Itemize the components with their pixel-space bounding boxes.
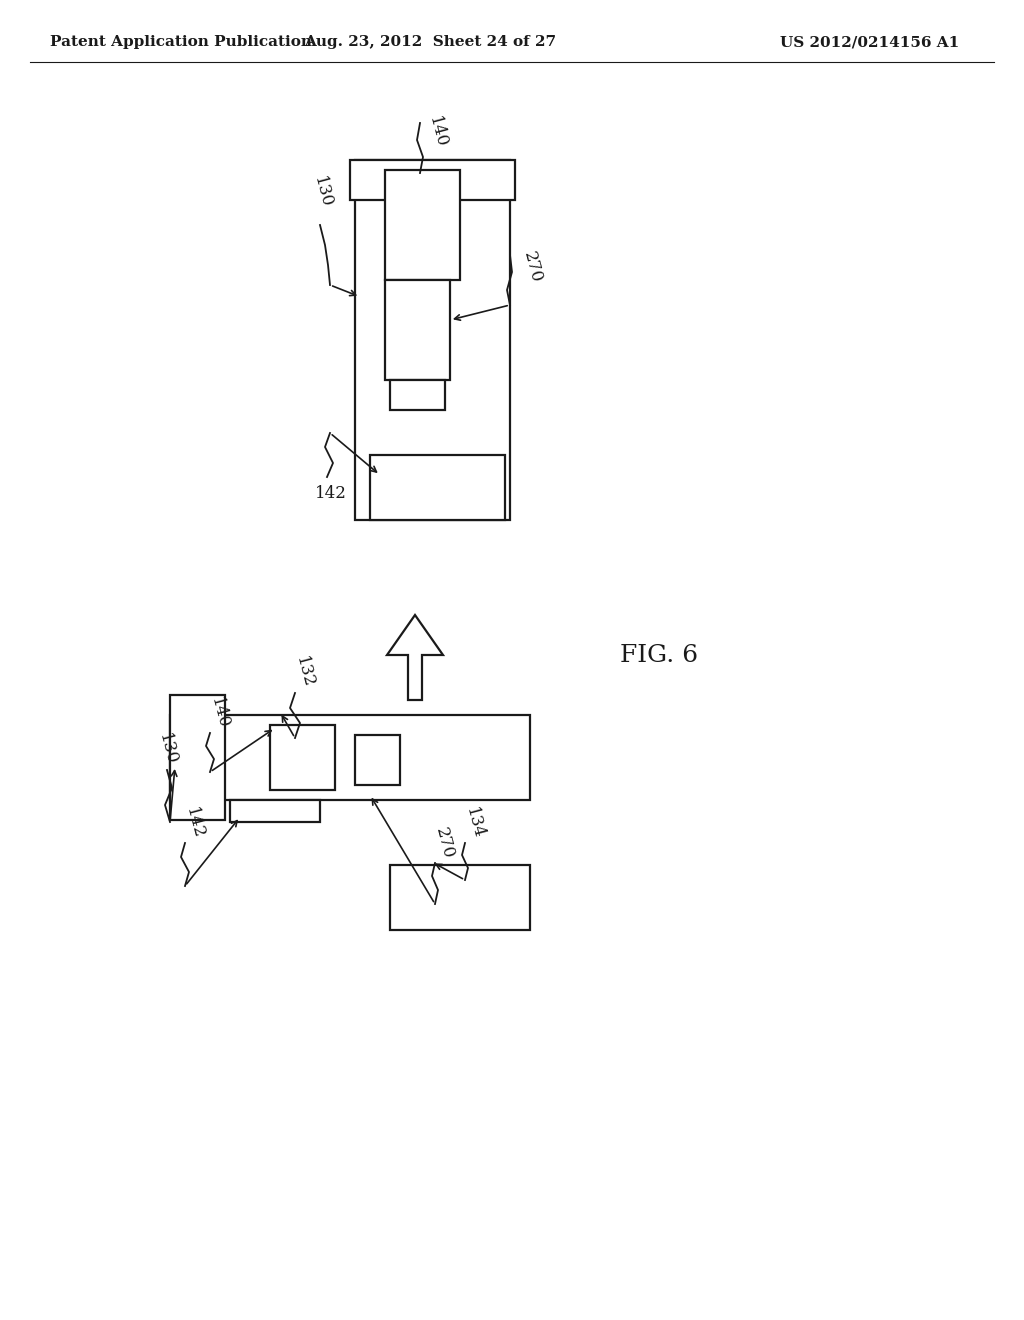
Bar bbox=[390, 380, 445, 411]
Bar bbox=[350, 160, 515, 201]
Bar bbox=[230, 800, 319, 822]
Bar bbox=[355, 160, 510, 520]
Text: Patent Application Publication: Patent Application Publication bbox=[50, 36, 312, 49]
Text: 140: 140 bbox=[425, 115, 450, 150]
Bar bbox=[355, 735, 400, 785]
Text: 140: 140 bbox=[207, 696, 231, 731]
Bar bbox=[370, 455, 505, 520]
Bar bbox=[385, 280, 450, 380]
Text: Aug. 23, 2012  Sheet 24 of 27: Aug. 23, 2012 Sheet 24 of 27 bbox=[304, 36, 556, 49]
Text: 130: 130 bbox=[155, 731, 179, 767]
Text: US 2012/0214156 A1: US 2012/0214156 A1 bbox=[780, 36, 959, 49]
Text: 132: 132 bbox=[292, 655, 316, 690]
Text: FIG. 6: FIG. 6 bbox=[620, 644, 698, 667]
Bar bbox=[170, 715, 530, 800]
Polygon shape bbox=[387, 615, 443, 700]
Text: 270: 270 bbox=[520, 249, 545, 285]
Bar bbox=[170, 696, 225, 820]
Bar bbox=[390, 865, 530, 931]
Bar bbox=[385, 170, 460, 280]
Text: 142: 142 bbox=[182, 805, 207, 841]
Text: 270: 270 bbox=[432, 826, 457, 861]
Text: 134: 134 bbox=[462, 805, 486, 841]
Text: 142: 142 bbox=[315, 484, 347, 502]
Text: 130: 130 bbox=[310, 174, 335, 210]
Bar bbox=[270, 725, 335, 789]
